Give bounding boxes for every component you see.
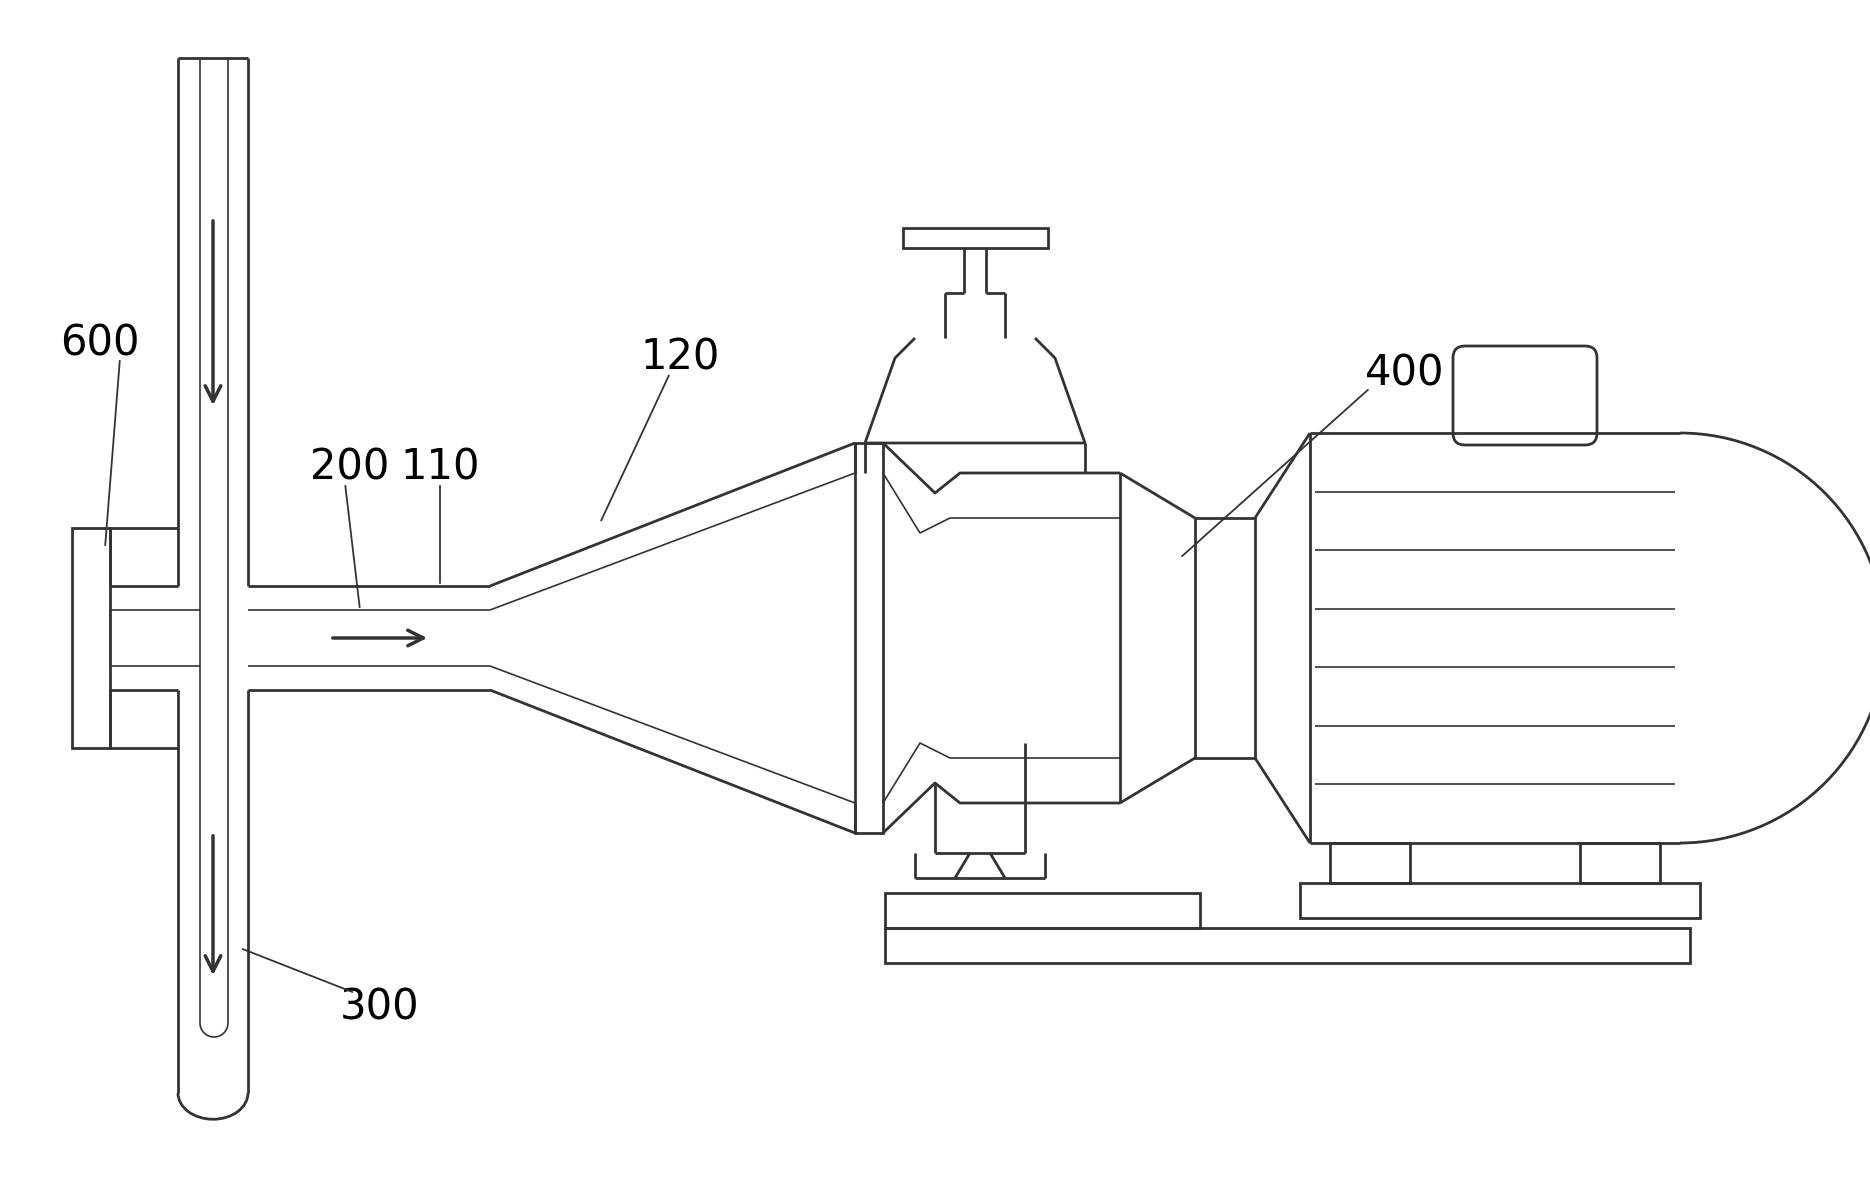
Bar <box>885 928 1690 963</box>
Text: 300: 300 <box>340 987 419 1029</box>
Bar <box>885 893 1201 928</box>
Text: 200: 200 <box>310 447 389 489</box>
Text: 110: 110 <box>400 447 479 489</box>
Bar <box>1300 883 1700 918</box>
Bar <box>73 528 110 748</box>
Bar <box>1580 843 1661 883</box>
Text: 400: 400 <box>1365 352 1444 394</box>
Bar <box>1330 843 1410 883</box>
Bar <box>1195 518 1255 758</box>
Text: 120: 120 <box>640 337 720 379</box>
Text: 600: 600 <box>60 322 140 364</box>
Bar <box>903 228 1047 248</box>
Bar <box>855 443 883 833</box>
